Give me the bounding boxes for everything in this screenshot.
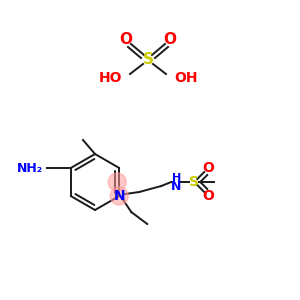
Text: OH: OH [174,71,197,85]
Circle shape [110,187,128,205]
Text: O: O [164,32,176,47]
Circle shape [108,173,126,191]
Text: S: S [142,52,154,68]
Text: O: O [119,32,133,47]
Text: NH₂: NH₂ [16,161,43,175]
Text: S: S [189,175,199,189]
Text: N: N [113,189,125,203]
Text: H: H [172,173,181,183]
Text: O: O [202,189,214,203]
Text: HO: HO [98,71,122,85]
Text: O: O [202,161,214,175]
Text: N: N [171,179,181,193]
